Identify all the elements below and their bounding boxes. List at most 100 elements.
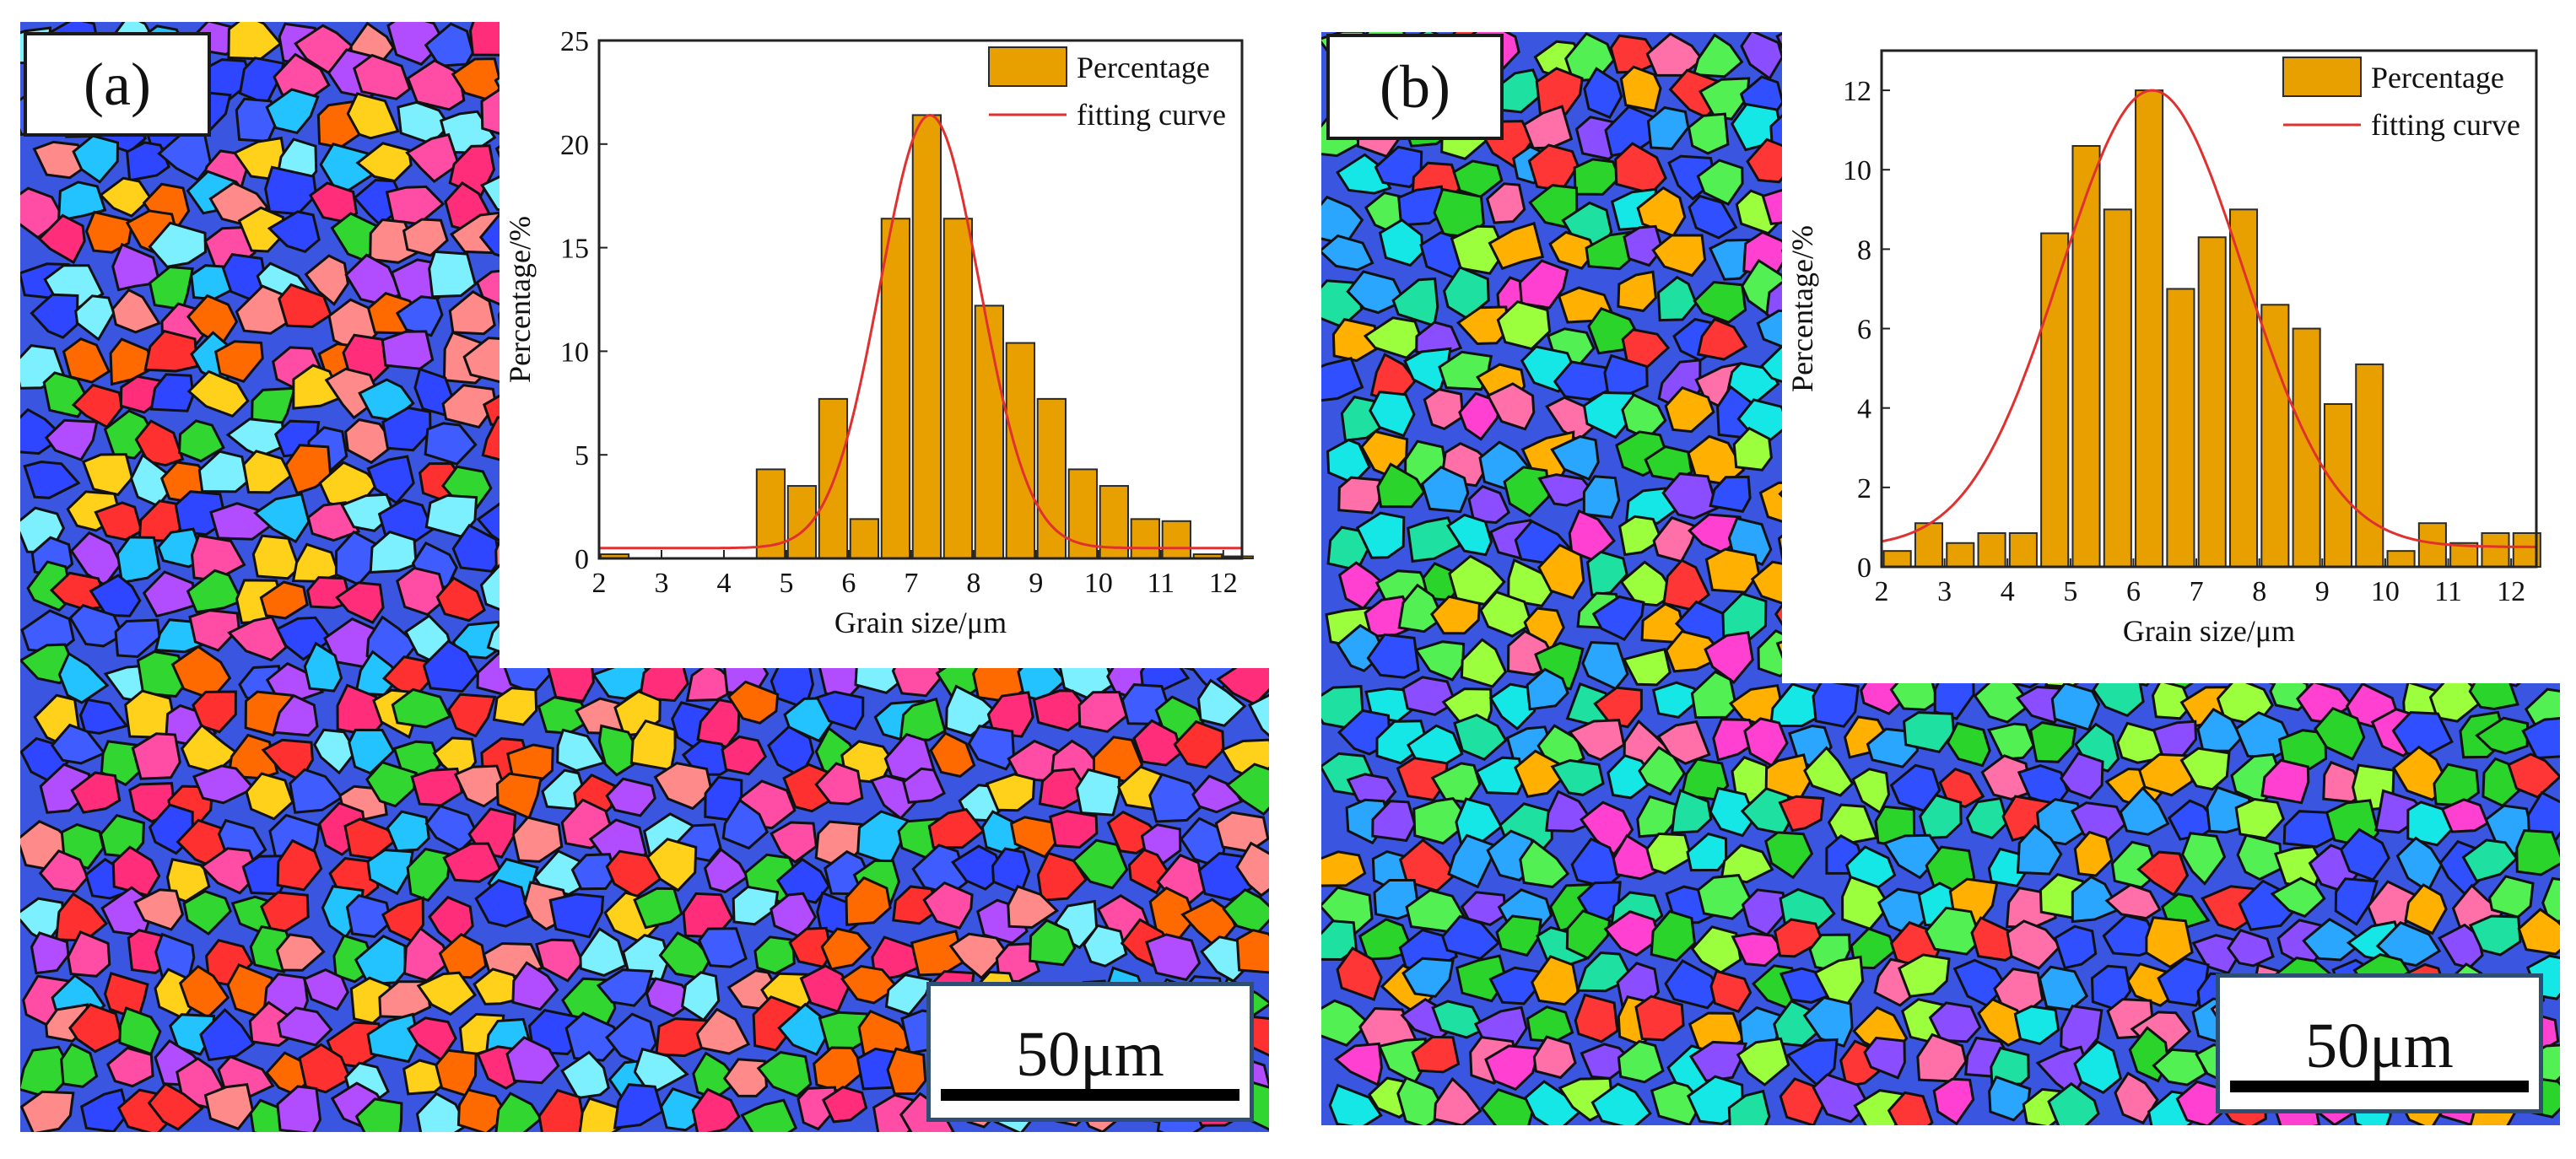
- chart-a-bar: [849, 518, 880, 559]
- map-a-grain: [1075, 768, 1121, 817]
- map-a-grain: [537, 1088, 586, 1132]
- map-a-grain: [38, 849, 89, 893]
- map-a-grain: [267, 210, 321, 253]
- map-a-grain: [560, 1050, 610, 1100]
- chart-a-axes-frame: [597, 39, 1244, 560]
- chart-b-bar: [2103, 208, 2132, 569]
- map-b-grain: [1583, 67, 1623, 119]
- chart-b-bar: [2386, 550, 2416, 569]
- chart-b-x-tick-label: 2: [1875, 576, 1889, 607]
- map-b-grain: [1764, 831, 1814, 880]
- map-b-grain: [1374, 145, 1423, 189]
- map-b-grain: [1397, 185, 1447, 227]
- map-a-grain: [511, 961, 559, 1011]
- map-b-grain: [1446, 513, 1493, 557]
- map-b-grain: [1371, 800, 1417, 843]
- map-a-grain: [237, 206, 286, 253]
- map-b-grain: [2541, 876, 2560, 924]
- map-b-grain: [1919, 793, 1963, 840]
- map-b-grain: [1617, 270, 1657, 313]
- map-b-grain: [1376, 462, 1426, 509]
- chart-b-x-tick-label: 9: [2315, 576, 2330, 607]
- map-a-grain: [415, 1092, 469, 1132]
- map-a-grain: [50, 723, 106, 765]
- map-b-grain: [1412, 796, 1472, 845]
- map-b-grain: [1519, 838, 1570, 889]
- map-a-grain: [775, 857, 831, 904]
- map-a-grain: [1173, 720, 1225, 769]
- map-b-grain: [1532, 1035, 1577, 1080]
- chart-b-legend-label-percentage: Percentage: [2371, 61, 2504, 94]
- chart-b-x-tick-label: 3: [1937, 576, 1952, 607]
- map-a-grain: [435, 1048, 478, 1097]
- map-a-grain: [991, 847, 1031, 895]
- map-a-grain: [929, 731, 976, 779]
- chart-b-bar: [1946, 542, 1975, 568]
- map-a-grain: [289, 768, 344, 814]
- chart-b-y-axis-label: Percentage/%: [1785, 225, 1819, 392]
- map-b-grain: [1704, 631, 1754, 685]
- map-b-grain: [1671, 789, 1713, 834]
- map-a-grain: [951, 844, 1006, 891]
- map-a-grain: [111, 242, 161, 292]
- map-a-grain: [369, 530, 418, 574]
- map-b-grain: [2016, 824, 2063, 876]
- map-a-grain: [1148, 773, 1207, 823]
- map-a-grain: [68, 603, 125, 648]
- map-a-grain: [899, 697, 947, 741]
- map-a-grain: [422, 639, 480, 693]
- map-b-grain: [1397, 583, 1445, 633]
- map-a-grain: [902, 767, 946, 804]
- map-a-grain: [396, 566, 448, 617]
- map-a-grain: [814, 762, 864, 806]
- map-a-grain: [192, 690, 237, 734]
- map-a-grain: [564, 1011, 622, 1062]
- map-a-grain: [72, 134, 120, 184]
- map-b-grain: [2029, 720, 2077, 763]
- map-a-grain: [948, 932, 1008, 980]
- map-a-grain: [186, 569, 244, 614]
- map-b-grain: [1447, 833, 1499, 889]
- map-b-grain: [1522, 105, 1574, 150]
- map-a-grain: [353, 53, 412, 100]
- map-b-grain: [1346, 270, 1407, 315]
- map-b-grain: [1411, 1035, 1461, 1074]
- map-b-grain: [2404, 883, 2448, 935]
- map-b-grain: [1690, 670, 1738, 720]
- map-b-grain: [2151, 679, 2193, 720]
- map-b-grain: [1698, 77, 1751, 121]
- scale-bar-box-b: 50μm: [2216, 973, 2543, 1113]
- map-a-grain: [277, 1006, 333, 1047]
- map-a-grain: [278, 283, 332, 329]
- map-a-grain: [188, 609, 240, 652]
- map-a-grain: [815, 690, 865, 731]
- chart-a-x-tick-label: 12: [1209, 568, 1238, 599]
- chart-a-bar: [1130, 518, 1160, 559]
- chart-b-bar: [2292, 327, 2321, 568]
- map-b-grain: [1420, 466, 1470, 514]
- map-a-grain: [386, 22, 446, 66]
- map-a-grain: [366, 1012, 420, 1064]
- map-a-grain: [428, 250, 478, 299]
- map-a-grain: [30, 293, 79, 339]
- map-a-grain: [1235, 841, 1269, 898]
- map-b-grain: [1803, 746, 1855, 797]
- map-b-grain: [1582, 391, 1636, 439]
- map-a-grain: [365, 760, 418, 808]
- map-b-grain: [1526, 1005, 1574, 1043]
- map-b-grain: [1366, 633, 1420, 679]
- map-a-grain: [813, 1046, 867, 1093]
- map-a-grain: [799, 964, 851, 1013]
- map-a-grain: [78, 698, 129, 735]
- map-b-grain: [1973, 672, 2033, 724]
- map-b-grain: [1486, 382, 1536, 431]
- chart-a-legend-swatch-bar: [988, 46, 1067, 87]
- map-a-grain: [441, 384, 498, 429]
- map-b-grain: [1986, 722, 2035, 761]
- map-a-grain: [1225, 763, 1269, 817]
- map-a-grain: [265, 88, 320, 135]
- map-b-grain: [1531, 955, 1580, 1006]
- map-b-grain: [1980, 754, 2033, 801]
- map-b-grain: [1802, 995, 1854, 1048]
